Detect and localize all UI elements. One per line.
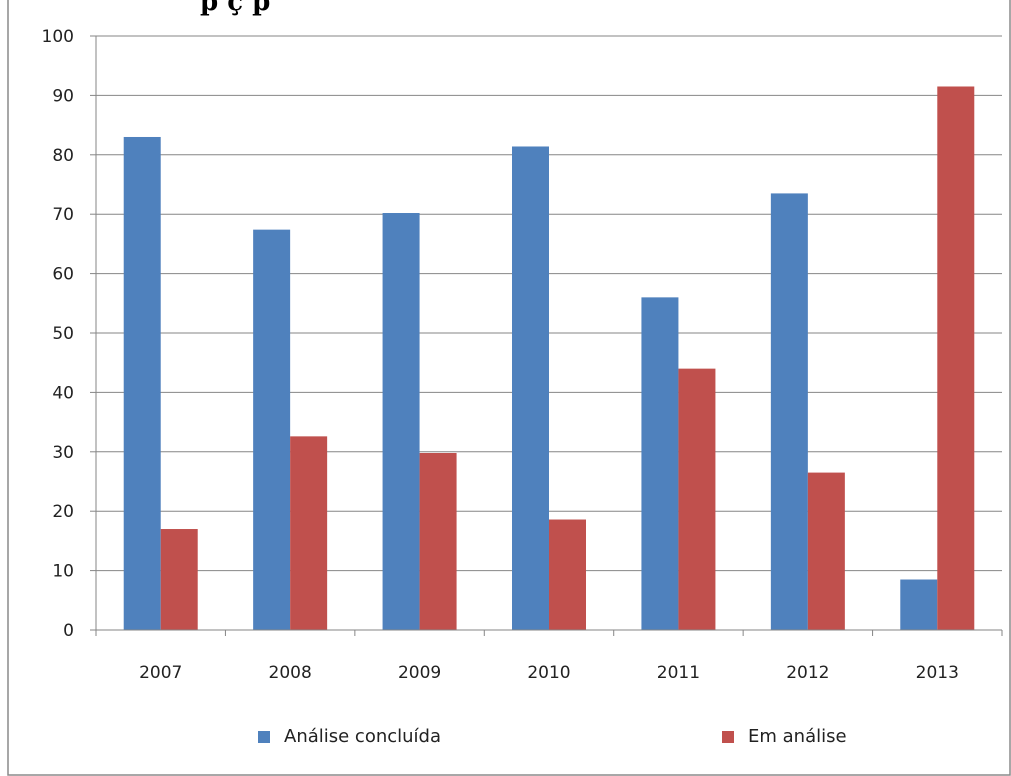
x-tick-label: 2007 — [139, 663, 182, 683]
x-tick-labels: 2007 2008 2009 2010 2011 2012 2013 — [139, 663, 959, 683]
bar-analise-concluida-2012 — [770, 193, 808, 630]
bar-em-analise-2010 — [549, 519, 586, 630]
bar-analise-concluida-2008 — [253, 229, 291, 631]
legend-swatch — [722, 731, 734, 743]
y-tick-label: 100 — [42, 27, 74, 47]
bar-analise-concluida-2010 — [512, 146, 549, 630]
bar-analise-concluida-2013 — [900, 579, 938, 630]
y-tick-label: 90 — [52, 86, 74, 106]
bars — [123, 86, 975, 631]
y-tick-label: 30 — [52, 443, 74, 463]
y-tick-label: 20 — [52, 502, 74, 522]
chart-title-fragment: p ç p — [200, 0, 270, 17]
bar-em-analise-2011 — [678, 368, 716, 630]
bar-em-analise-2013 — [937, 86, 975, 631]
x-tick-label: 2010 — [527, 663, 570, 683]
x-tick-label: 2013 — [916, 663, 959, 683]
y-tick-label: 0 — [63, 621, 74, 641]
bar-em-analise-2007 — [160, 529, 198, 630]
legend: Análise concluída Em análise — [258, 726, 847, 747]
legend-label: Análise concluída — [284, 726, 441, 747]
bar-em-analise-2012 — [807, 472, 845, 630]
y-tick-label: 40 — [52, 383, 74, 403]
legend-swatch — [258, 731, 270, 743]
y-tick-labels: 0 10 20 30 40 50 60 70 80 90 100 — [42, 27, 74, 641]
x-tick-label: 2009 — [398, 663, 441, 683]
legend-label: Em análise — [748, 726, 847, 747]
bar-analise-concluida-2007 — [123, 136, 161, 631]
y-tick-label: 50 — [52, 324, 74, 344]
y-tick-label: 80 — [52, 146, 74, 166]
bar-em-analise-2008 — [290, 436, 328, 630]
bar-em-analise-2009 — [419, 452, 457, 630]
y-tick-label: 70 — [52, 205, 74, 225]
bar-analise-concluida-2009 — [382, 213, 420, 630]
bar-analise-concluida-2011 — [641, 297, 679, 630]
y-tick-label: 60 — [52, 265, 74, 285]
x-tick-label: 2011 — [657, 663, 700, 683]
axes — [90, 35, 1003, 636]
y-tick-label: 10 — [52, 562, 74, 582]
x-tick-label: 2008 — [269, 663, 312, 683]
x-tick-label: 2012 — [786, 663, 829, 683]
chart-border — [7, 0, 1011, 776]
